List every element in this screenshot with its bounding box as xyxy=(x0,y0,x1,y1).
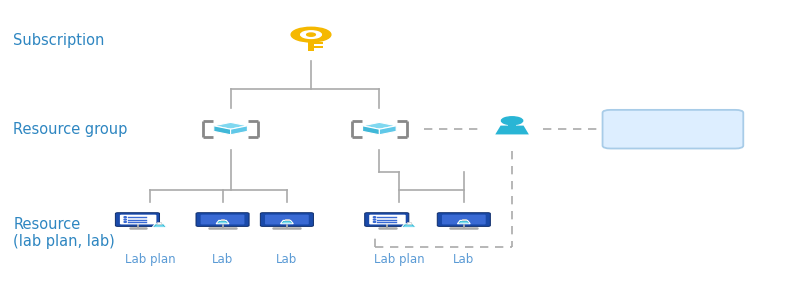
Circle shape xyxy=(124,217,127,218)
Polygon shape xyxy=(362,122,396,129)
Text: Lab: Lab xyxy=(276,253,298,266)
FancyBboxPatch shape xyxy=(265,215,309,224)
FancyBboxPatch shape xyxy=(603,110,743,148)
FancyBboxPatch shape xyxy=(365,213,409,226)
Polygon shape xyxy=(281,220,293,224)
Circle shape xyxy=(374,219,376,220)
Text: Lab plan: Lab plan xyxy=(374,253,424,266)
Polygon shape xyxy=(217,222,228,223)
Text: Lab plan: Lab plan xyxy=(125,253,175,266)
Bar xyxy=(315,42,323,44)
Polygon shape xyxy=(214,126,231,135)
Text: Lab: Lab xyxy=(454,253,475,266)
Text: Resource
(lab plan, lab): Resource (lab plan, lab) xyxy=(14,217,115,249)
Polygon shape xyxy=(458,222,469,223)
Bar xyxy=(462,219,466,220)
Bar xyxy=(157,222,161,224)
Bar xyxy=(221,219,224,220)
FancyBboxPatch shape xyxy=(201,215,245,224)
FancyBboxPatch shape xyxy=(115,213,160,226)
Bar xyxy=(407,222,411,224)
Circle shape xyxy=(291,27,331,42)
Polygon shape xyxy=(153,225,165,227)
Circle shape xyxy=(124,221,127,222)
Circle shape xyxy=(301,31,321,38)
Bar xyxy=(307,37,315,51)
Polygon shape xyxy=(216,220,229,224)
FancyBboxPatch shape xyxy=(261,213,313,226)
Circle shape xyxy=(501,117,523,124)
Circle shape xyxy=(374,221,376,222)
Text: Resource group: Resource group xyxy=(14,122,128,137)
FancyBboxPatch shape xyxy=(437,213,491,226)
FancyBboxPatch shape xyxy=(196,213,249,226)
Text: Lab Creator: Lab Creator xyxy=(634,123,712,136)
Polygon shape xyxy=(231,126,248,135)
Polygon shape xyxy=(152,224,167,228)
Polygon shape xyxy=(495,126,529,134)
Bar xyxy=(508,124,516,126)
Text: Subscription: Subscription xyxy=(14,32,105,47)
Polygon shape xyxy=(282,222,292,223)
Bar xyxy=(315,46,323,48)
Polygon shape xyxy=(401,224,416,228)
Text: Lab: Lab xyxy=(212,253,233,266)
Polygon shape xyxy=(362,126,379,135)
Bar xyxy=(285,219,289,220)
Polygon shape xyxy=(379,126,396,135)
Polygon shape xyxy=(214,122,248,129)
Circle shape xyxy=(307,33,316,36)
Polygon shape xyxy=(403,225,415,227)
FancyBboxPatch shape xyxy=(442,215,486,224)
Circle shape xyxy=(374,217,376,218)
FancyBboxPatch shape xyxy=(120,215,157,224)
FancyBboxPatch shape xyxy=(369,215,406,224)
Polygon shape xyxy=(458,220,470,224)
Circle shape xyxy=(124,219,127,220)
